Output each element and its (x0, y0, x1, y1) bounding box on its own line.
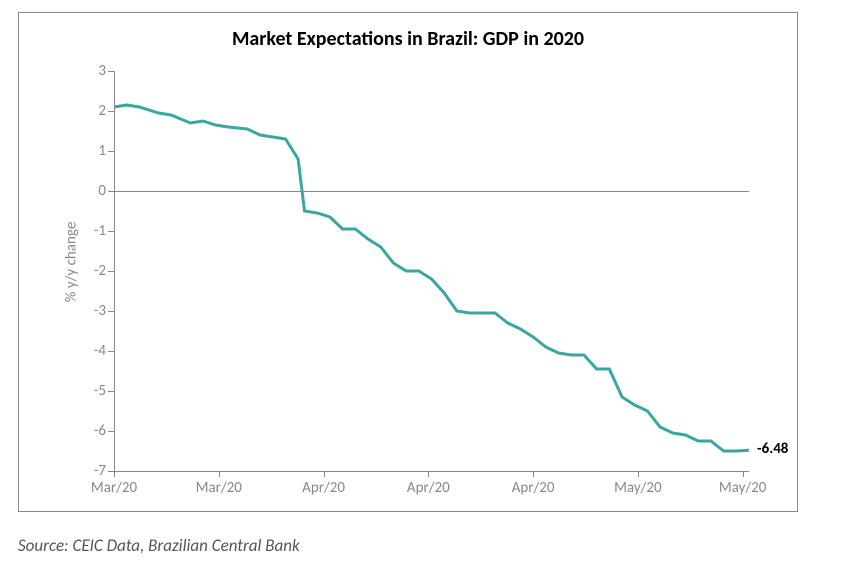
final-value-label: -6.48 (757, 440, 788, 458)
line-series (114, 71, 749, 471)
y-tick-label: 0 (98, 182, 114, 200)
x-tick-label: Mar/20 (196, 471, 242, 497)
y-tick-label: -4 (94, 342, 114, 360)
y-tick-label: -1 (94, 222, 114, 240)
zero-line (114, 191, 749, 192)
x-tick-label: Mar/20 (91, 471, 137, 497)
y-tick-label: 3 (98, 62, 114, 80)
x-tick-label: May/20 (719, 471, 767, 497)
source-text: Source: CEIC Data, Brazilian Central Ban… (18, 535, 300, 556)
plot-area: -6.48 3210-1-2-3-4-5-6-7Mar/20Mar/20Apr/… (114, 71, 749, 471)
y-tick-label: -2 (94, 262, 114, 280)
y-tick-label: -5 (94, 382, 114, 400)
y-axis-line (114, 71, 115, 471)
x-tick-label: Apr/20 (512, 471, 555, 497)
y-tick-label: 1 (98, 142, 114, 160)
y-tick-label: 2 (98, 102, 114, 120)
y-tick-label: -3 (94, 302, 114, 320)
x-tick-label: May/20 (614, 471, 662, 497)
y-tick-label: -6 (94, 422, 114, 440)
chart-container: Market Expectations in Brazil: GDP in 20… (18, 12, 798, 512)
chart-title: Market Expectations in Brazil: GDP in 20… (19, 27, 797, 51)
x-tick-label: Apr/20 (302, 471, 345, 497)
y-axis-label: % y/y change (62, 222, 80, 303)
x-tick-label: Apr/20 (407, 471, 450, 497)
